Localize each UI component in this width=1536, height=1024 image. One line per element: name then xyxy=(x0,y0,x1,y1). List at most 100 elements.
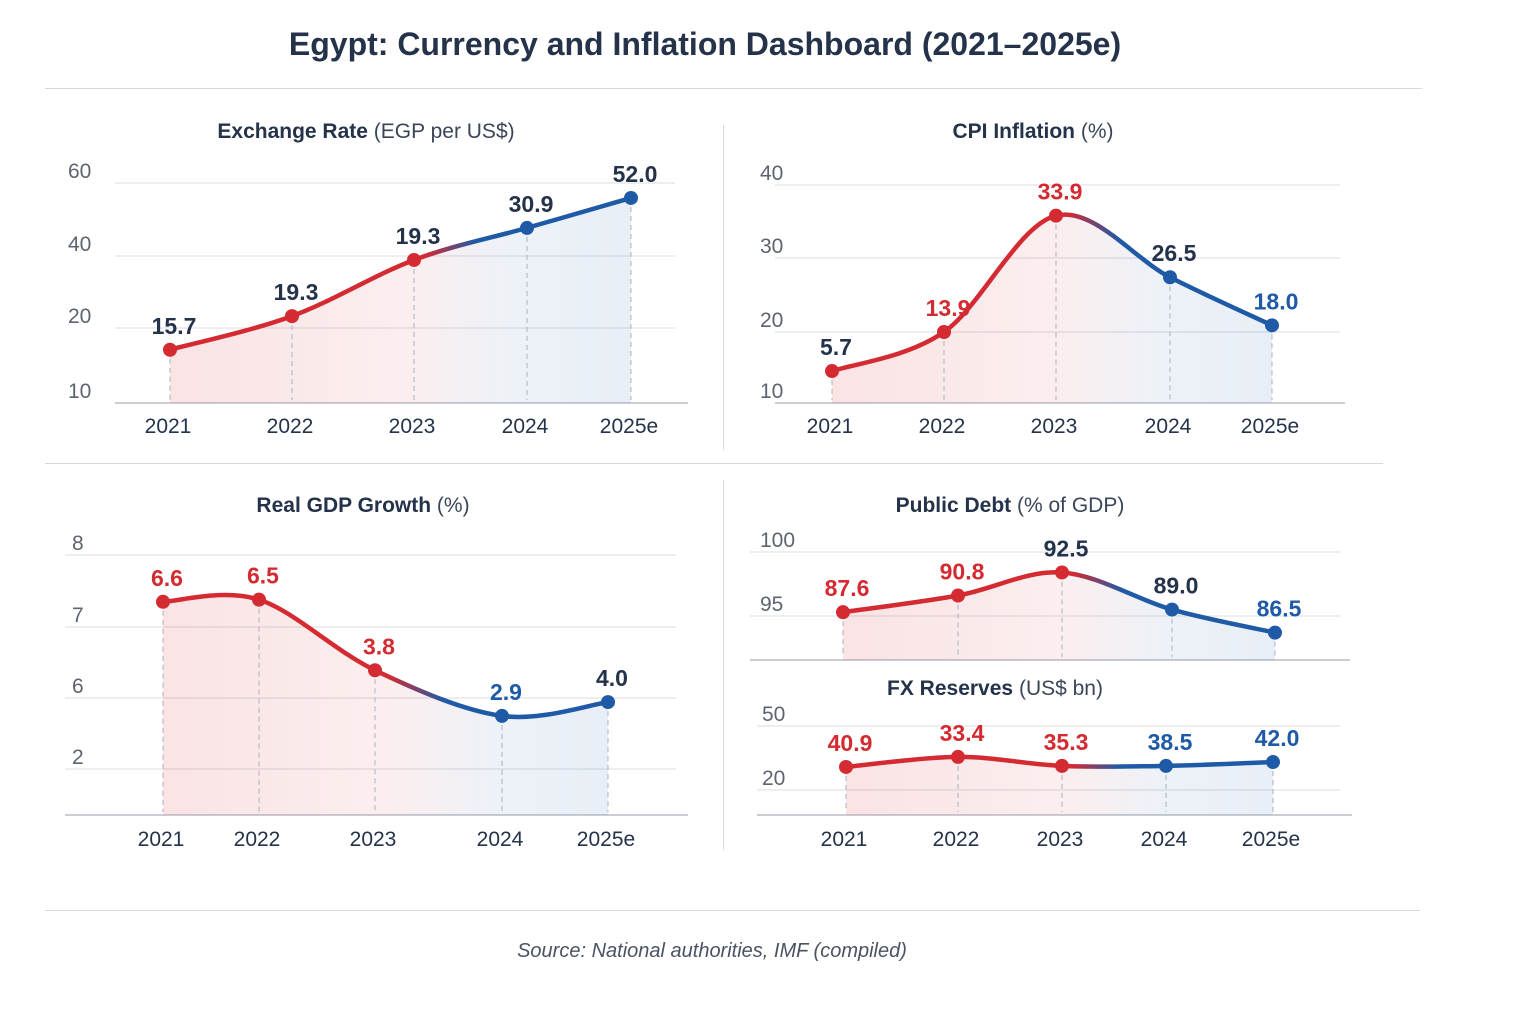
data-point xyxy=(624,190,638,205)
y-tick-label: 30 xyxy=(760,235,783,258)
data-label: 92.5 xyxy=(1044,535,1089,561)
data-point xyxy=(1055,758,1069,773)
x-tick-label: 2024 xyxy=(502,415,549,438)
data-point xyxy=(937,325,951,339)
x-tick-label: 2022 xyxy=(267,415,314,438)
x-tick-label: 2023 xyxy=(350,828,397,851)
y-tick-label: 95 xyxy=(760,593,783,616)
data-point xyxy=(1159,758,1173,773)
data-point xyxy=(836,605,850,620)
area-fill xyxy=(832,214,1272,403)
data-point xyxy=(601,695,615,710)
chart-cpi: 40 30 20 10 5.7 2021 13.9 2022 33.9 2023 26.5 2024 1… xyxy=(760,162,1345,438)
data-point xyxy=(285,309,299,324)
y-tick-label: 60 xyxy=(68,160,91,183)
chart-gdp: 8 7 6 2 6.6 2021 6.5 2022 3.8 2023 2.9 2024 4.0 2025e xyxy=(65,532,688,851)
y-tick-label: 2 xyxy=(72,746,84,769)
data-point xyxy=(951,588,965,603)
data-label: 90.8 xyxy=(940,559,985,585)
chart-fx_rate: 60 40 20 10 15.7 2021 19.3 2022 19.3 2023 30.9 2024… xyxy=(68,160,688,438)
x-tick-label: 2021 xyxy=(138,828,185,851)
data-label: 33.9 xyxy=(1038,179,1083,205)
divider xyxy=(723,125,724,450)
panel-title-debt: Public Debt (% of GDP) xyxy=(895,494,1125,517)
y-tick-label: 20 xyxy=(68,305,91,328)
data-point xyxy=(1265,318,1279,333)
data-point xyxy=(407,252,421,267)
data-label: 6.6 xyxy=(151,565,183,591)
data-label: 2.9 xyxy=(490,679,522,705)
x-tick-label: 2024 xyxy=(1145,415,1192,438)
data-point xyxy=(252,592,266,607)
data-label: 6.5 xyxy=(247,563,279,589)
x-tick-label: 2023 xyxy=(1037,828,1084,851)
area-fill xyxy=(170,197,631,403)
y-tick-label: 40 xyxy=(68,233,91,256)
data-point xyxy=(520,220,534,235)
y-tick-label: 7 xyxy=(72,604,84,627)
data-label: 30.9 xyxy=(509,191,554,217)
data-label: 87.6 xyxy=(825,575,870,601)
data-point xyxy=(1163,270,1177,285)
data-label: 89.0 xyxy=(1154,573,1199,599)
data-point xyxy=(368,663,382,678)
y-tick-label: 50 xyxy=(762,703,785,726)
data-point xyxy=(163,342,177,357)
data-point xyxy=(1049,208,1063,223)
divider xyxy=(723,480,724,850)
data-label: 13.9 xyxy=(926,295,971,321)
x-tick-label: 2025e xyxy=(1241,415,1299,438)
data-point xyxy=(1165,602,1179,617)
data-label: 26.5 xyxy=(1152,240,1197,266)
dashboard-title: Egypt: Currency and Inflation Dashboard … xyxy=(288,26,1122,62)
y-tick-label: 10 xyxy=(68,380,91,403)
x-tick-label: 2023 xyxy=(1031,415,1078,438)
data-label: 3.8 xyxy=(363,633,395,659)
data-label: 5.7 xyxy=(820,334,852,360)
y-tick-label: 20 xyxy=(760,309,783,332)
data-label: 15.7 xyxy=(152,313,197,339)
x-tick-label: 2021 xyxy=(821,828,868,851)
data-label: 42.0 xyxy=(1255,725,1300,751)
data-label: 35.3 xyxy=(1044,729,1089,755)
data-label: 52.0 xyxy=(613,161,658,187)
data-point xyxy=(1268,625,1282,640)
panel-title-cpi: CPI Inflation (%) xyxy=(952,120,1114,143)
x-tick-label: 2021 xyxy=(145,415,192,438)
x-tick-label: 2024 xyxy=(1141,828,1188,851)
panel-title-exchange-rate: Exchange Rate (EGP per US$) xyxy=(217,120,515,143)
data-label: 4.0 xyxy=(596,665,628,691)
x-tick-label: 2024 xyxy=(477,828,524,851)
area-fill xyxy=(843,572,1275,660)
x-tick-label: 2025e xyxy=(1242,828,1300,851)
x-tick-label: 2025e xyxy=(577,828,635,851)
data-point xyxy=(825,364,839,379)
y-tick-label: 10 xyxy=(760,380,783,403)
x-tick-label: 2022 xyxy=(933,828,980,851)
chart-reserves: 50 20 40.9 2021 33.4 2022 35.3 2023 38.5 2024 42.0… xyxy=(757,703,1352,851)
y-tick-label: 20 xyxy=(762,767,785,790)
divider xyxy=(45,463,1383,464)
data-point xyxy=(839,759,853,774)
data-label: 86.5 xyxy=(1257,596,1302,622)
divider xyxy=(45,910,1420,911)
panel-title-gdp: Real GDP Growth (%) xyxy=(256,494,470,517)
data-label: 33.4 xyxy=(940,720,985,746)
y-tick-label: 40 xyxy=(760,162,783,185)
chart-debt: 100 95 87.6 90.8 92.5 89.0 86.5 xyxy=(750,529,1350,661)
data-label: 19.3 xyxy=(274,279,319,305)
x-tick-label: 2022 xyxy=(919,415,966,438)
data-label: 40.9 xyxy=(828,730,873,756)
data-point xyxy=(951,749,965,764)
x-tick-label: 2025e xyxy=(600,415,658,438)
x-tick-label: 2021 xyxy=(807,415,854,438)
x-tick-label: 2022 xyxy=(234,828,281,851)
data-label: 38.5 xyxy=(1148,729,1193,755)
y-tick-label: 6 xyxy=(72,675,84,698)
x-tick-label: 2023 xyxy=(389,415,436,438)
area-fill xyxy=(163,595,608,815)
data-point xyxy=(1266,755,1280,770)
divider xyxy=(45,88,1422,89)
y-tick-label: 100 xyxy=(760,529,795,552)
